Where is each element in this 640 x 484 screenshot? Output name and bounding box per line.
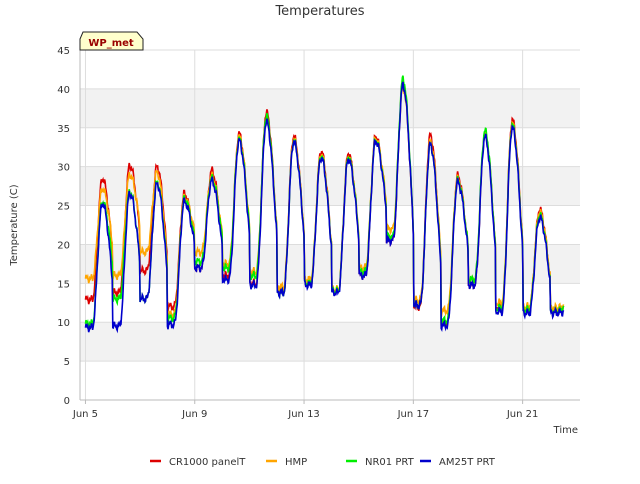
y-tick-labels: 0 5 10 15 20 25 30 35 40 45 [57, 46, 70, 407]
x-tick-label: Jun 9 [181, 409, 207, 420]
series-line-4 [84, 81, 565, 334]
x-tick-label: Jun 5 [72, 409, 98, 420]
legend-label: NR01 PRT [365, 457, 415, 468]
grid-band [80, 244, 580, 284]
y-tick-label: 10 [57, 318, 70, 329]
y-axis-label: Temperature (C) [9, 184, 20, 266]
y-tick-label: 0 [64, 396, 70, 407]
badge-label: WP_met [88, 38, 134, 49]
y-tick-label: 30 [57, 163, 70, 174]
chart-title: Temperatures [274, 4, 364, 19]
legend: CR1000 panelT HMP NR01 PRT AM25T PRT [150, 457, 496, 468]
grid-band [80, 322, 580, 362]
grid-band [80, 166, 580, 206]
y-tick-label: 35 [57, 124, 70, 135]
legend-label: CR1000 panelT [169, 457, 246, 468]
badge-box [79, 31, 144, 51]
y-tick-label: 20 [57, 240, 70, 251]
badge: WP_met [79, 31, 144, 51]
y-tick-label: 5 [64, 357, 70, 368]
x-axis-label: Time [553, 425, 578, 436]
y-tick-label: 15 [57, 279, 70, 290]
alternating-bands [80, 88, 580, 362]
y-tick-label: 45 [57, 46, 70, 57]
legend-label: AM25T PRT [439, 457, 496, 468]
x-tick-label: Jun 21 [506, 409, 539, 420]
grid-band [80, 88, 580, 128]
x-tick-labels: Jun 5 Jun 9 Jun 13 Jun 17 Jun 21 [72, 400, 539, 420]
y-tick-label: 25 [57, 202, 70, 213]
y-tick-label: 40 [57, 85, 70, 96]
x-tick-label: Jun 13 [287, 409, 320, 420]
x-tick-label: Jun 17 [397, 409, 430, 420]
series-lines [84, 75, 565, 334]
legend-label: HMP [285, 457, 307, 468]
